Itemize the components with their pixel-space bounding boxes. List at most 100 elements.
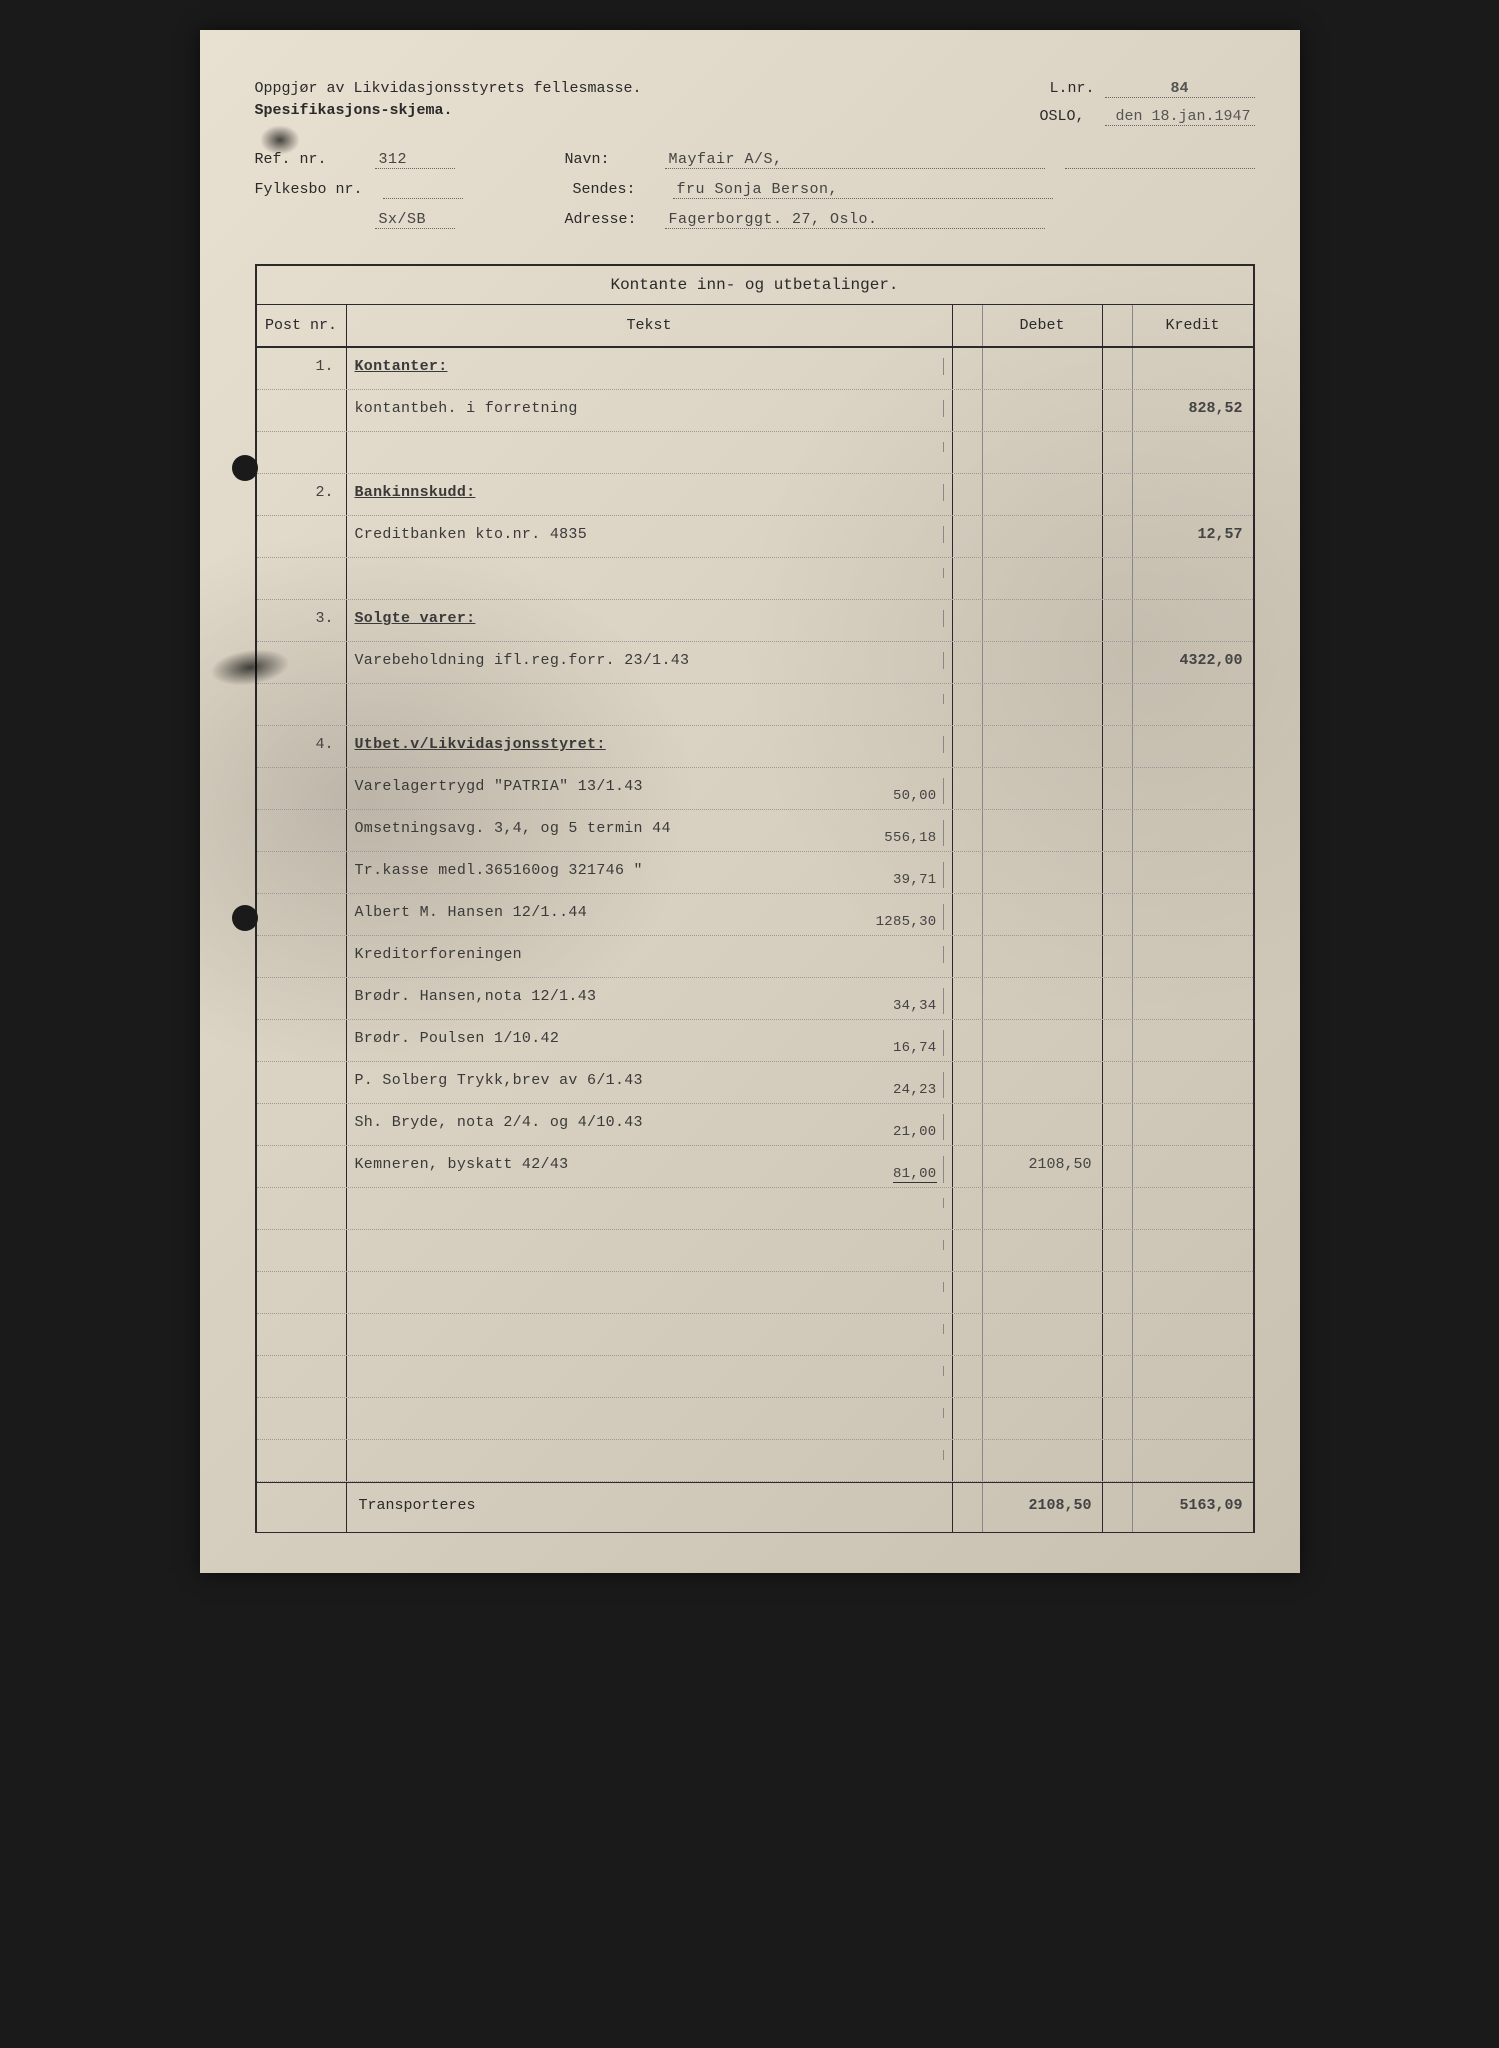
table-row: Omsetningsavg. 3,4, og 5 termin 44556,18: [257, 810, 1253, 852]
cell-debet: [983, 1062, 1103, 1103]
cell-text: Brødr. Hansen,nota 12/1.4334,34: [347, 978, 953, 1019]
cell-text: [347, 1356, 953, 1397]
cell-debet: [983, 768, 1103, 809]
table-row: [257, 1356, 1253, 1398]
cell-debet: [983, 390, 1103, 431]
cell-debet: [983, 1020, 1103, 1061]
cell-text: P. Solberg Trykk,brev av 6/1.4324,23: [347, 1062, 953, 1103]
table-row: 1.Kontanter:: [257, 348, 1253, 390]
cell-debet: [983, 936, 1103, 977]
cell-kredit: 828,52: [1133, 390, 1253, 431]
cell-inner-amount: 39,71: [854, 862, 944, 888]
sendes-label: Sendes:: [573, 181, 653, 199]
table-row: [257, 1272, 1253, 1314]
table-row: 3.Solgte varer:: [257, 600, 1253, 642]
cell-kredit: [1133, 1440, 1253, 1481]
cell-inner-amount: [854, 442, 944, 452]
cell-debet: [983, 1356, 1103, 1397]
cell-debet: [983, 1104, 1103, 1145]
cell-text: Tr.kasse medl.365160og 321746 "39,71: [347, 852, 953, 893]
cell-kredit: [1133, 1146, 1253, 1187]
cell-kredit: [1133, 936, 1253, 977]
cell-post: [257, 1188, 347, 1229]
cell-text: Sh. Bryde, nota 2/4. og 4/10.4321,00: [347, 1104, 953, 1145]
cell-text: Brødr. Poulsen 1/10.4216,74: [347, 1020, 953, 1061]
table-row: [257, 1398, 1253, 1440]
cell-debet: [983, 642, 1103, 683]
cell-text: Varebeholdning ifl.reg.forr. 23/1.43: [347, 642, 953, 683]
cell-inner-amount: 1285,30: [854, 904, 944, 930]
cell-kredit: [1133, 1398, 1253, 1439]
cell-post: [257, 1398, 347, 1439]
lnr-value: 84: [1105, 80, 1255, 98]
cell-inner-amount: [854, 400, 944, 417]
cell-inner-amount: 556,18: [854, 820, 944, 846]
meta-block: Ref. nr. 312 Navn: Mayfair A/S, Fylkesbo…: [255, 151, 1255, 229]
table-row: 2.Bankinnskudd:: [257, 474, 1253, 516]
cell-text: [347, 1230, 953, 1271]
cell-debet: [983, 516, 1103, 557]
table-title: Kontante inn- og utbetalinger.: [257, 266, 1253, 305]
cell-post: [257, 432, 347, 473]
cell-inner-amount: [854, 1282, 944, 1292]
cell-text: Kontanter:: [347, 348, 953, 389]
cell-text: [347, 1440, 953, 1481]
cell-inner-amount: [854, 1366, 944, 1376]
cell-post: [257, 810, 347, 851]
cell-inner-amount: [854, 1408, 944, 1418]
cell-inner-amount: [854, 946, 944, 963]
cell-text: Albert M. Hansen 12/1..441285,30: [347, 894, 953, 935]
cell-kredit: [1133, 810, 1253, 851]
punch-hole: [232, 455, 258, 481]
cell-inner-amount: 24,23: [854, 1072, 944, 1098]
cell-debet: 2108,50: [983, 1146, 1103, 1187]
table-row: Brødr. Poulsen 1/10.4216,74: [257, 1020, 1253, 1062]
adresse-value: Fagerborggt. 27, Oslo.: [665, 211, 1045, 229]
cell-debet: [983, 810, 1103, 851]
cell-kredit: [1133, 1230, 1253, 1271]
table-row: Creditbanken kto.nr. 483512,57: [257, 516, 1253, 558]
cell-kredit: [1133, 1314, 1253, 1355]
cell-debet: [983, 432, 1103, 473]
cell-kredit: [1133, 432, 1253, 473]
cell-text: Kemneren, byskatt 42/4381,00: [347, 1146, 953, 1187]
transport-row: Transporteres 2108,50 5163,09: [257, 1482, 1253, 1532]
punch-hole: [232, 905, 258, 931]
cell-kredit: 12,57: [1133, 516, 1253, 557]
table-row: Tr.kasse medl.365160og 321746 "39,71: [257, 852, 1253, 894]
transport-kredit: 5163,09: [1133, 1483, 1253, 1532]
cell-post: [257, 1230, 347, 1271]
cell-text: [347, 1188, 953, 1229]
cell-inner-amount: [854, 652, 944, 669]
table-row: Kreditorforeningen: [257, 936, 1253, 978]
cell-kredit: 4322,00: [1133, 642, 1253, 683]
cell-post: 3.: [257, 600, 347, 641]
cell-kredit: [1133, 1020, 1253, 1061]
header-line-1: Oppgjør av Likvidasjonsstyrets fellesmas…: [255, 80, 1050, 97]
header-row-2: Spesifikasjons-skjema. OSLO, den 18.jan.…: [255, 102, 1255, 126]
table-row: [257, 558, 1253, 600]
cell-debet: [983, 852, 1103, 893]
cell-kredit: [1133, 1272, 1253, 1313]
cell-text: Solgte varer:: [347, 600, 953, 641]
cell-post: [257, 894, 347, 935]
cell-post: [257, 1146, 347, 1187]
cell-inner-amount: [854, 1198, 944, 1208]
cell-debet: [983, 1230, 1103, 1271]
cell-kredit: [1133, 1062, 1253, 1103]
cell-text: kontantbeh. i forretning: [347, 390, 953, 431]
transport-debet: 2108,50: [983, 1483, 1103, 1532]
cell-post: [257, 390, 347, 431]
cell-text: Omsetningsavg. 3,4, og 5 termin 44556,18: [347, 810, 953, 851]
cell-text: Varelagertrygd "PATRIA" 13/1.4350,00: [347, 768, 953, 809]
cell-debet: [983, 726, 1103, 767]
cell-kredit: [1133, 1188, 1253, 1229]
cell-debet: [983, 558, 1103, 599]
cell-kredit: [1133, 726, 1253, 767]
cell-kredit: [1133, 1356, 1253, 1397]
cell-debet: [983, 684, 1103, 725]
table-row: 4.Utbet.v/Likvidasjonsstyret:: [257, 726, 1253, 768]
cell-post: [257, 642, 347, 683]
cell-kredit: [1133, 558, 1253, 599]
cell-text: Utbet.v/Likvidasjonsstyret:: [347, 726, 953, 767]
